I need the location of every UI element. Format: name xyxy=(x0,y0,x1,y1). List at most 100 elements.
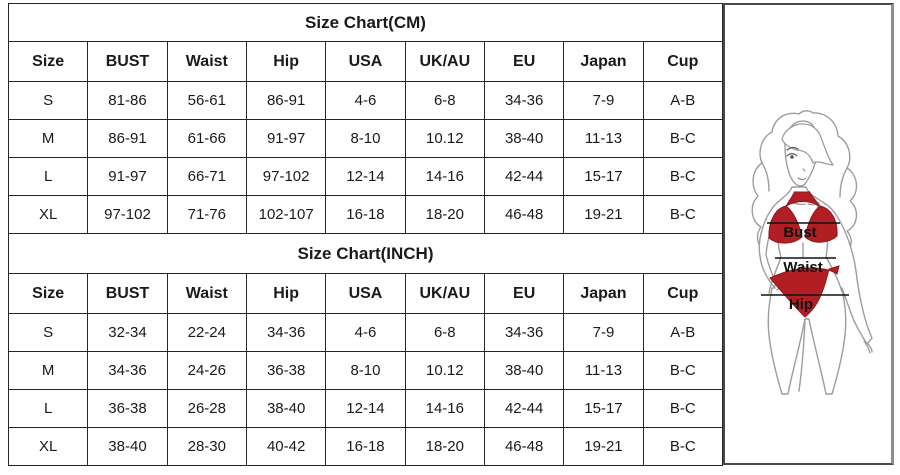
cm-title-row: Size Chart(CM) xyxy=(8,3,723,42)
size-cell: M xyxy=(7,351,89,390)
data-cell: 6-8 xyxy=(404,81,485,120)
data-cell: 66-71 xyxy=(166,157,247,196)
header-cell: EU xyxy=(483,41,565,82)
data-cell: 7-9 xyxy=(563,313,644,352)
data-cell: 16-18 xyxy=(325,427,406,466)
header-cell: EU xyxy=(483,273,565,314)
data-cell: B-C xyxy=(642,195,724,234)
data-cell: 18-20 xyxy=(404,195,485,234)
bikini-bottom xyxy=(769,265,840,318)
data-cell: A-B xyxy=(642,313,724,352)
data-cell: B-C xyxy=(642,157,724,196)
header-cell: USA xyxy=(325,273,406,314)
data-cell: 91-97 xyxy=(87,157,168,196)
data-cell: 46-48 xyxy=(483,195,565,234)
woman-measurement-illustration xyxy=(751,110,873,395)
data-cell: 42-44 xyxy=(483,157,565,196)
inch-title-row: Size Chart(INCH) xyxy=(8,233,723,274)
data-cell: 16-18 xyxy=(325,195,406,234)
table-row: M 86-91 61-66 91-97 8-10 10.12 38-40 11-… xyxy=(7,119,724,158)
header-cell: Hip xyxy=(245,273,327,314)
table-row: L 91-97 66-71 97-102 12-14 14-16 42-44 1… xyxy=(7,157,724,196)
data-cell: 12-14 xyxy=(325,157,406,196)
size-cell: XL xyxy=(7,195,89,234)
measurement-figure-panel: Bust Waist Hip xyxy=(723,3,894,465)
size-cell: L xyxy=(7,389,89,428)
data-cell: 24-26 xyxy=(166,351,247,390)
header-cell: BUST xyxy=(87,41,168,82)
data-cell: 19-21 xyxy=(563,427,644,466)
size-cell: S xyxy=(7,81,89,120)
size-cell: L xyxy=(7,157,89,196)
header-cell: Japan xyxy=(563,41,644,82)
data-cell: 14-16 xyxy=(404,157,485,196)
size-cell: M xyxy=(7,119,89,158)
data-cell: 6-8 xyxy=(404,313,485,352)
data-cell: 40-42 xyxy=(245,427,327,466)
data-cell: 15-17 xyxy=(563,157,644,196)
data-cell: 10.12 xyxy=(404,351,485,390)
data-cell: 46-48 xyxy=(483,427,565,466)
size-cell: XL xyxy=(7,427,89,466)
data-cell: 34-36 xyxy=(483,313,565,352)
waist-label: Waist xyxy=(783,259,823,276)
data-cell: B-C xyxy=(642,389,724,428)
data-cell: 19-21 xyxy=(563,195,644,234)
cm-table-title: Size Chart(CM) xyxy=(8,3,723,42)
data-cell: 10.12 xyxy=(404,119,485,158)
table-row: M 34-36 24-26 36-38 8-10 10.12 38-40 11-… xyxy=(7,351,724,390)
data-cell: 32-34 xyxy=(87,313,168,352)
data-cell: 61-66 xyxy=(166,119,247,158)
data-cell: 102-107 xyxy=(245,195,327,234)
data-cell: 14-16 xyxy=(404,389,485,428)
data-cell: B-C xyxy=(642,427,724,466)
data-cell: 7-9 xyxy=(563,81,644,120)
data-cell: 97-102 xyxy=(245,157,327,196)
header-cell: Cup xyxy=(642,41,724,82)
table-row: S 81-86 56-61 86-91 4-6 6-8 34-36 7-9 A-… xyxy=(7,81,724,120)
data-cell: 36-38 xyxy=(245,351,327,390)
data-cell: 15-17 xyxy=(563,389,644,428)
header-cell: UK/AU xyxy=(404,273,485,314)
data-cell: 71-76 xyxy=(166,195,247,234)
data-cell: 97-102 xyxy=(87,195,168,234)
data-cell: 18-20 xyxy=(404,427,485,466)
data-cell: B-C xyxy=(642,119,724,158)
data-cell: B-C xyxy=(642,351,724,390)
size-chart-table: Size Chart(CM) Size BUST Waist Hip USA U… xyxy=(7,3,724,466)
header-cell: Hip xyxy=(245,41,327,82)
data-cell: 26-28 xyxy=(166,389,247,428)
data-cell: 4-6 xyxy=(325,313,406,352)
data-cell: 28-30 xyxy=(166,427,247,466)
hip-label: Hip xyxy=(788,296,814,313)
data-cell: 34-36 xyxy=(87,351,168,390)
cm-header-row: Size BUST Waist Hip USA UK/AU EU Japan C… xyxy=(7,41,724,82)
data-cell: 8-10 xyxy=(325,119,406,158)
table-row: XL 97-102 71-76 102-107 16-18 18-20 46-4… xyxy=(7,195,724,234)
data-cell: 56-61 xyxy=(166,81,247,120)
header-cell: Waist xyxy=(166,41,247,82)
data-cell: 12-14 xyxy=(325,389,406,428)
data-cell: 38-40 xyxy=(245,389,327,428)
data-cell: 22-24 xyxy=(166,313,247,352)
data-cell: 81-86 xyxy=(87,81,168,120)
data-cell: 38-40 xyxy=(87,427,168,466)
data-cell: 36-38 xyxy=(87,389,168,428)
inch-table-title: Size Chart(INCH) xyxy=(8,233,723,274)
bust-label: Bust xyxy=(783,224,817,241)
header-cell: USA xyxy=(325,41,406,82)
data-cell: 11-13 xyxy=(563,119,644,158)
table-row: XL 38-40 28-30 40-42 16-18 18-20 46-48 1… xyxy=(7,427,724,466)
data-cell: 42-44 xyxy=(483,389,565,428)
bikini-top xyxy=(768,191,838,244)
data-cell: 91-97 xyxy=(245,119,327,158)
data-cell: 8-10 xyxy=(325,351,406,390)
data-cell: 38-40 xyxy=(483,351,565,390)
inch-header-row: Size BUST Waist Hip USA UK/AU EU Japan C… xyxy=(7,273,724,314)
header-cell: Size xyxy=(7,41,89,82)
data-cell: 86-91 xyxy=(87,119,168,158)
size-cell: S xyxy=(7,313,89,352)
table-row: L 36-38 26-28 38-40 12-14 14-16 42-44 15… xyxy=(7,389,724,428)
table-row: S 32-34 22-24 34-36 4-6 6-8 34-36 7-9 A-… xyxy=(7,313,724,352)
data-cell: 34-36 xyxy=(245,313,327,352)
